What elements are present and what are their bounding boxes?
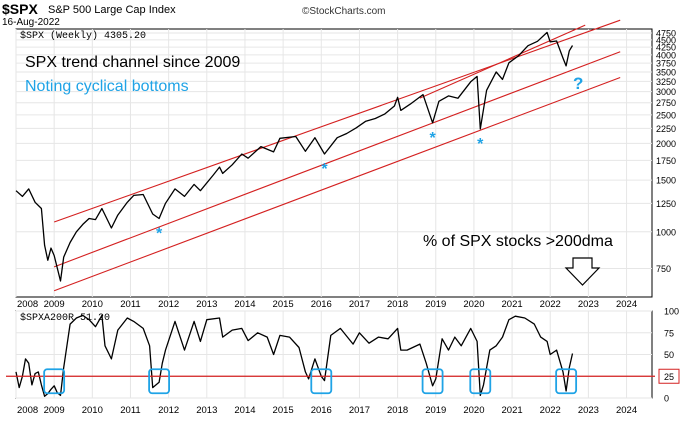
trend-channel-lines	[53, 19, 621, 292]
channel-line-short-upper	[419, 24, 586, 99]
breadth-x-tick-label: 2023	[578, 405, 599, 416]
breadth-x-tick-label: 2008	[17, 405, 38, 416]
bottom-highlight-box	[148, 368, 171, 395]
price-x-tick-label: 2015	[273, 299, 294, 310]
price-x-tick-label: 2009	[44, 299, 65, 310]
breadth-x-tick-label: 2022	[540, 405, 561, 416]
annotation-cyclical-bottoms: Noting cyclical bottoms	[25, 78, 189, 95]
price-y-tick-label: 3500	[656, 67, 676, 77]
reference-label: 25	[664, 372, 674, 382]
source-watermark: ©StockCharts.com	[302, 6, 386, 17]
bottom-highlight-box	[555, 368, 578, 395]
breadth-line	[15, 314, 574, 397]
price-x-tick-label: 2013	[196, 299, 217, 310]
price-y-tick-label: 4250	[656, 43, 676, 53]
price-y-tick-label: 3750	[656, 59, 676, 69]
price-x-tick-label: 2020	[463, 299, 484, 310]
price-y-tick-label: 1250	[656, 199, 676, 209]
price-y-tick-label: 2750	[656, 98, 676, 108]
price-y-tick-label: 1750	[656, 156, 676, 166]
breadth-x-tick-label: 2021	[502, 405, 523, 416]
breadth-x-tick-label: 2011	[120, 405, 140, 416]
cyclical-bottom-asterisk: *	[156, 225, 163, 242]
price-x-tick-label: 2021	[502, 299, 523, 310]
price-x-tick-label: 2022	[540, 299, 561, 310]
price-x-tick-label: 2012	[158, 299, 179, 310]
breadth-x-tick-label: 2010	[82, 405, 103, 416]
breadth-x-tick-label: 2018	[387, 405, 408, 416]
cyclical-bottom-markers: * * * *	[156, 130, 484, 243]
breadth-y-tick-label: 50	[664, 350, 674, 360]
price-y-tick-label: 4750	[656, 28, 676, 38]
breadth-series	[15, 314, 574, 397]
price-x-tick-label: 2016	[311, 299, 332, 310]
price-panel-frame	[15, 28, 653, 298]
breadth-legend: $SPXA200R 51.20	[20, 313, 111, 324]
price-x-tick-label: 2011	[120, 299, 140, 310]
price-y-tick-label: 1500	[656, 176, 676, 186]
breadth-bottom-highlights	[43, 368, 578, 395]
bottom-highlight-box	[469, 368, 492, 395]
price-y-tick-label: 2250	[656, 124, 676, 134]
price-panel-grid	[15, 29, 652, 297]
bottom-highlight-box	[421, 368, 444, 395]
breadth-y-tick-label: 100	[664, 307, 679, 317]
breadth-x-tick-label: 2012	[158, 405, 179, 416]
price-x-tick-label: 2019	[425, 299, 446, 310]
breadth-x-tick-label: 2016	[311, 405, 332, 416]
breadth-x-tick-label: 2024	[616, 405, 637, 416]
price-x-tick-label: 2023	[578, 299, 599, 310]
price-legend: $SPX (Weekly) 4305.20	[20, 31, 147, 42]
price-x-tick-label: 2014	[234, 299, 255, 310]
chart-date: 16-Aug-2022	[2, 17, 60, 28]
price-y-tick-label: 2000	[656, 139, 676, 149]
price-y-tick-label: 4000	[656, 50, 676, 60]
reference-label-box	[658, 368, 680, 384]
bottom-highlight-box	[43, 368, 66, 395]
down-arrow-icon	[564, 257, 601, 286]
breadth-y-tick-label: 75	[664, 328, 674, 338]
breadth-x-tick-label: 2009	[44, 405, 65, 416]
annotation-trend-channel: SPX trend channel since 2009	[25, 54, 241, 71]
price-y-tick-label: 4500	[656, 35, 676, 45]
price-y-tick-label: 750	[656, 264, 671, 274]
price-y-tick-label: 2500	[656, 110, 676, 120]
price-y-tick-label: 1000	[656, 227, 676, 237]
spx-price-line	[15, 31, 574, 282]
channel-line-middle	[53, 51, 621, 268]
question-mark-annotation: ?	[573, 74, 584, 93]
breadth-x-tick-label: 2013	[196, 405, 217, 416]
channel-line-lower	[53, 77, 621, 292]
breadth-x-tick-label: 2017	[349, 405, 370, 416]
index-name: S&P 500 Large Cap Index	[48, 4, 176, 16]
breadth-x-axis-ticks: 2008 2009 2010 2011 2012 2013 2014 2015 2016 2017…	[17, 405, 637, 416]
price-x-axis-ticks: 2008 2009 2010 2011 2012 2013 2014 2015 2016 2017…	[17, 299, 637, 310]
channel-line-upper	[53, 19, 621, 223]
price-y-axis-ticks: 7501000125015001750200022502500275030003…	[656, 28, 676, 274]
price-x-tick-label: 2017	[349, 299, 370, 310]
bottom-highlight-box	[310, 368, 333, 395]
breadth-x-tick-label: 2020	[463, 405, 484, 416]
price-x-tick-label: 2010	[82, 299, 103, 310]
annotation-breadth: % of SPX stocks >200dma	[423, 233, 613, 250]
price-y-tick-label: 3250	[656, 77, 676, 87]
ticker-symbol: $SPX	[2, 1, 38, 17]
price-series	[15, 31, 574, 282]
breadth-y-axis-ticks: 0 50 75 100	[664, 307, 679, 404]
breadth-x-tick-label: 2014	[234, 405, 255, 416]
cyclical-bottom-asterisk: *	[477, 136, 484, 153]
cyclical-bottom-asterisk: *	[429, 130, 436, 147]
breadth-y-tick-label: 0	[664, 394, 669, 404]
price-x-tick-label: 2008	[17, 299, 38, 310]
breadth-x-tick-label: 2019	[425, 405, 446, 416]
breadth-x-tick-label: 2015	[273, 405, 294, 416]
price-x-tick-label: 2024	[616, 299, 637, 310]
price-x-tick-label: 2018	[387, 299, 408, 310]
cyclical-bottom-asterisk: *	[321, 161, 328, 178]
price-y-tick-label: 3000	[656, 87, 676, 97]
